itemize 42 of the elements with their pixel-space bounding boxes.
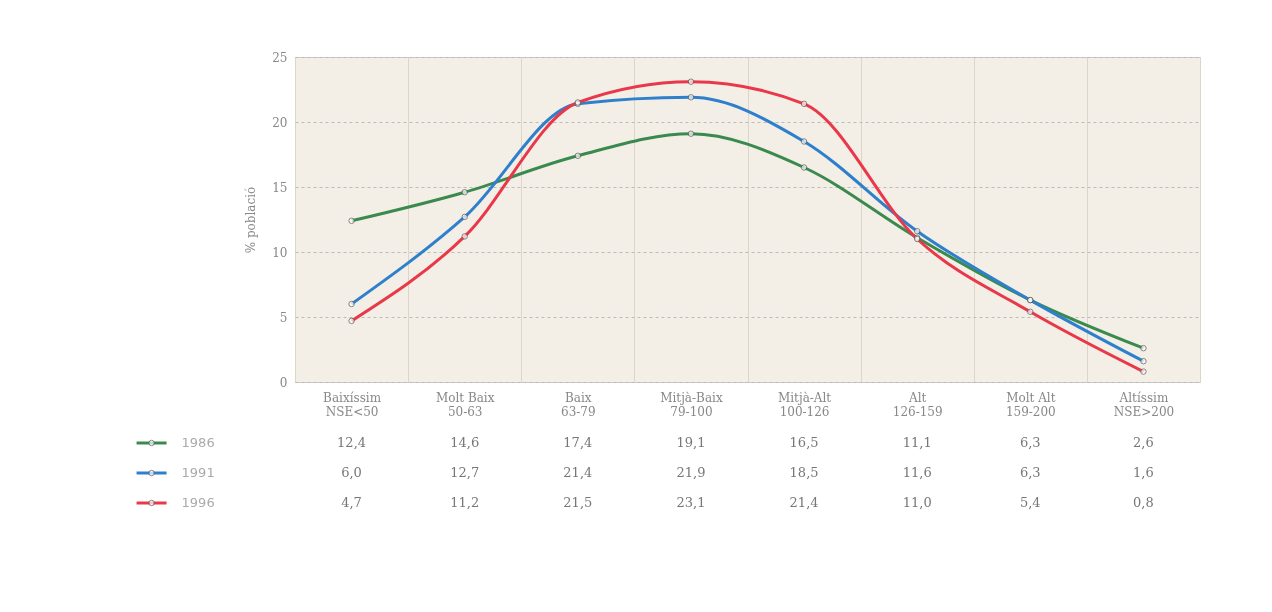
y-tick-label: 25 <box>272 50 288 65</box>
data-label: 21,9 <box>676 465 706 480</box>
data-label: 19,1 <box>676 435 706 450</box>
data-label: 5,4 <box>1019 495 1041 510</box>
data-label: 17,4 <box>563 435 593 450</box>
data-label: 23,1 <box>676 495 706 510</box>
data-label: 6,3 <box>1019 465 1041 480</box>
x-tick-label: Mitjà-Alt 100-126 <box>777 390 832 419</box>
y-axis-title: % població <box>244 186 259 254</box>
data-label: 0,8 <box>1133 495 1154 510</box>
x-tick-label: Molt Baix 50-63 <box>435 390 495 419</box>
y-tick-label: 10 <box>272 245 288 260</box>
data-label: 21,4 <box>789 495 819 510</box>
x-tick-label: Molt Alt 159-200 <box>1005 390 1056 419</box>
x-tick-label: Baixíssim NSE<50 <box>323 390 382 419</box>
x-tick-label: Mitjà-Baix 79-100 <box>660 390 723 419</box>
data-label: 6,0 <box>341 465 362 480</box>
data-label: 16,5 <box>789 435 819 450</box>
y-tick-label: 0 <box>279 375 288 390</box>
data-label: 11,1 <box>902 435 932 450</box>
x-tick-label: Altíssim NSE>200 <box>1113 390 1175 419</box>
data-label: 11,2 <box>450 495 480 510</box>
data-label: 4,7 <box>341 495 362 510</box>
data-label: 12,4 <box>337 435 367 450</box>
data-label: 14,6 <box>450 435 480 450</box>
data-label: 6,3 <box>1019 435 1041 450</box>
y-tick-label: 5 <box>279 310 288 325</box>
data-label: 21,5 <box>563 495 593 510</box>
data-label: 18,5 <box>789 465 819 480</box>
data-label: 21,4 <box>563 465 593 480</box>
data-label: 11,6 <box>902 465 932 480</box>
legend-label: 1991 <box>181 465 215 480</box>
x-tick-label: Alt 126-159 <box>892 390 943 419</box>
legend-label: 1996 <box>181 495 215 510</box>
data-label: 1,6 <box>1133 465 1154 480</box>
data-label: 2,6 <box>1133 435 1154 450</box>
data-label: 11,0 <box>902 495 932 510</box>
x-tick-label: Baix 63-79 <box>561 390 596 419</box>
data-label: 12,7 <box>450 465 480 480</box>
y-tick-label: 20 <box>272 115 288 130</box>
legend-label: 1986 <box>181 435 215 450</box>
y-tick-label: 15 <box>272 180 288 195</box>
